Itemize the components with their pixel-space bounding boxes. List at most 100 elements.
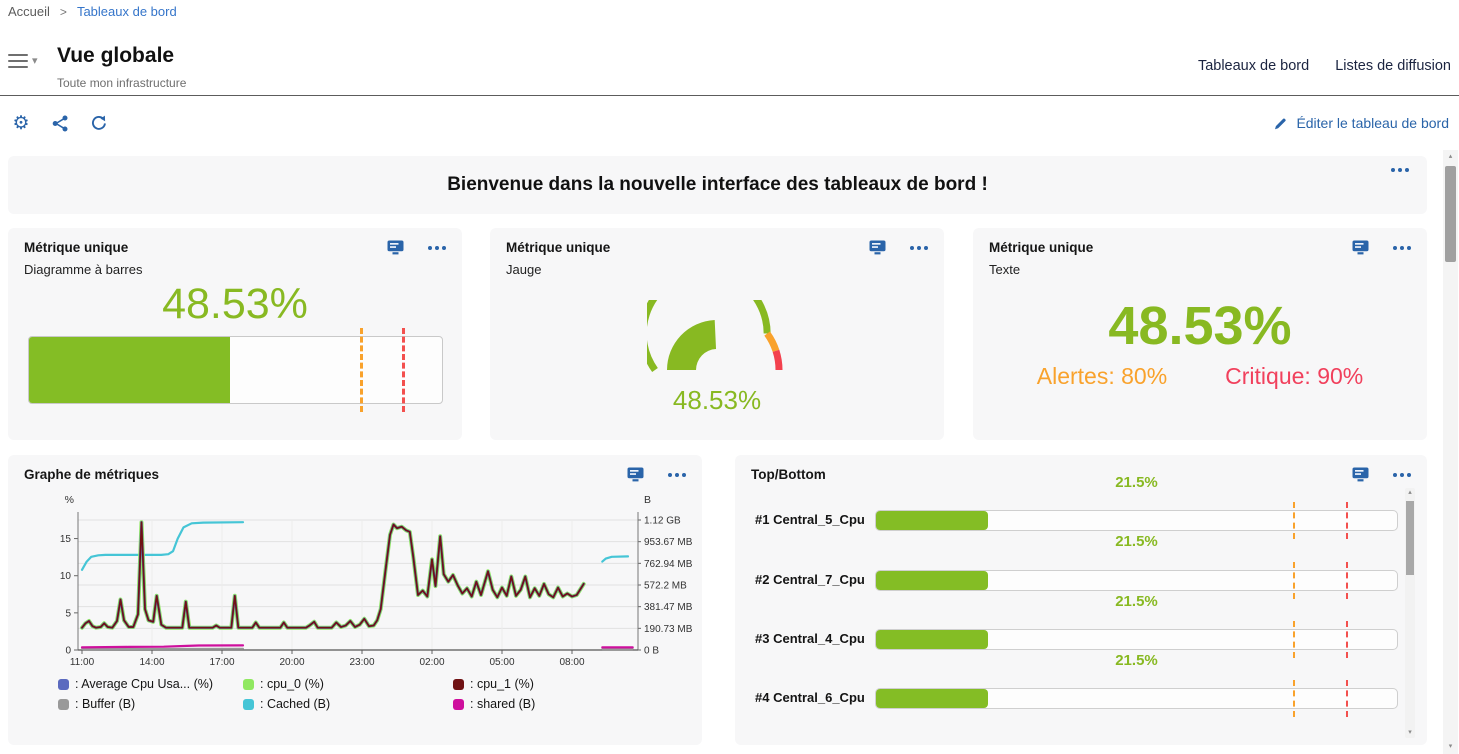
critical-threshold-label: Critique: 90% — [1225, 363, 1364, 389]
panel-more-button[interactable] — [1393, 245, 1411, 250]
breadcrumb-current-link[interactable]: Tableaux de bord — [76, 4, 177, 19]
scroll-up-icon[interactable]: ▴ — [1448, 153, 1453, 160]
gauge-chart — [639, 268, 783, 373]
display-panel-button[interactable] — [869, 240, 886, 255]
top-bottom-value: 21.5% — [1115, 474, 1158, 491]
display-panel-button[interactable] — [1352, 467, 1369, 482]
tab-dashboards[interactable]: Tableaux de bord — [1197, 58, 1310, 74]
scroll-up-icon[interactable]: ▴ — [1408, 489, 1412, 496]
panel-title: Graphe de métriques — [24, 467, 160, 482]
display-panel-button[interactable] — [387, 240, 404, 255]
scrollbar-thumb[interactable] — [1445, 166, 1456, 262]
top-bottom-row-label: #3 Central_4_Cpu — [755, 631, 865, 646]
gear-icon: ⚙ — [12, 112, 30, 134]
settings-button[interactable]: ⚙ — [10, 112, 32, 134]
page-scrollbar[interactable]: ▴ ▾ — [1443, 150, 1458, 754]
legend-item[interactable]: : Buffer (B) — [58, 697, 243, 711]
scroll-down-icon[interactable]: ▾ — [1408, 729, 1412, 736]
bar-fill — [876, 571, 989, 590]
legend-swatch — [58, 698, 69, 710]
top-bottom-bar — [875, 680, 1398, 717]
refresh-icon — [91, 115, 106, 130]
legend-swatch — [243, 678, 254, 690]
critical-threshold-line — [1345, 680, 1348, 717]
bar-fill — [876, 511, 989, 530]
panel-subtitle: Jauge — [506, 262, 542, 277]
svg-text:5: 5 — [65, 608, 71, 619]
legend-item[interactable]: : shared (B) — [453, 697, 535, 711]
panel-title: Métrique unique — [506, 240, 611, 255]
share-icon — [52, 115, 67, 131]
panel-title: Top/Bottom — [751, 467, 826, 482]
header-tabs: Tableaux de bord Listes de diffusion — [1198, 58, 1451, 74]
display-panel-button[interactable] — [627, 467, 644, 482]
svg-text:953.67 MB: 953.67 MB — [644, 537, 693, 548]
metrics-line-chart[interactable]: 0 B 190.73 MB 381.47 MB 572.2 MB 762.94 MB 95… — [8, 485, 702, 675]
svg-text:190.73 MB: 190.73 MB — [644, 624, 693, 635]
warning-threshold-label: Alertes: 80% — [1036, 363, 1168, 389]
top-bottom-bar — [875, 562, 1398, 599]
scrollbar-thumb[interactable] — [1406, 501, 1414, 575]
warning-threshold-line — [1293, 680, 1296, 717]
panel-title: Métrique unique — [24, 240, 129, 255]
panel-scrollbar[interactable]: ▴ ▾ — [1405, 488, 1415, 738]
top-bottom-bar — [875, 502, 1398, 539]
svg-text:10: 10 — [60, 571, 72, 582]
warning-threshold-line — [360, 328, 363, 412]
bar-track — [875, 510, 1398, 531]
svg-text:17:00: 17:00 — [209, 657, 234, 668]
svg-text:%: % — [65, 494, 74, 506]
svg-text:02:00: 02:00 — [419, 657, 444, 668]
chevron-right-icon: > — [59, 4, 67, 19]
metric-value: 48.53% — [672, 385, 762, 415]
breadcrumb: Accueil > Tableaux de bord — [8, 4, 177, 19]
breadcrumb-home-link[interactable]: Accueil — [8, 4, 50, 19]
legend-swatch — [453, 698, 464, 710]
edit-dashboard-button[interactable]: Éditer le tableau de bord — [1273, 115, 1449, 131]
panel-more-button[interactable] — [668, 472, 686, 477]
dashboard-toolbar: ⚙ — [10, 112, 110, 134]
metric-bar — [28, 328, 443, 412]
bar-fill — [876, 630, 989, 649]
top-bottom-value: 21.5% — [1115, 593, 1158, 610]
critical-threshold-line — [1345, 621, 1348, 658]
refresh-button[interactable] — [88, 112, 110, 134]
dashboards-menu-button[interactable]: ▾ — [8, 50, 38, 72]
legend-swatch — [58, 678, 69, 690]
warning-threshold-line — [1293, 621, 1296, 658]
page-title: Vue globale — [57, 44, 175, 67]
warning-threshold-line — [1293, 562, 1296, 599]
banner-more-button[interactable] — [1391, 168, 1409, 172]
panel-more-button[interactable] — [1393, 472, 1411, 477]
metric-value: 48.53% — [1108, 296, 1292, 356]
svg-text:B: B — [644, 494, 651, 506]
metric-bar-fill — [29, 337, 231, 403]
bar-track — [875, 629, 1398, 650]
legend-item[interactable]: : cpu_1 (%) — [453, 677, 535, 691]
top-bottom-row-label: #4 Central_6_Cpu — [755, 690, 865, 705]
svg-text:11:00: 11:00 — [70, 657, 95, 668]
scroll-down-icon[interactable]: ▾ — [1448, 743, 1453, 750]
legend-item[interactable]: : cpu_0 (%) — [243, 677, 453, 691]
panel-single-metric-gauge: Métrique unique Jauge 48.53% — [490, 228, 944, 440]
metric-value: 48.53% — [162, 280, 308, 328]
svg-text:0: 0 — [65, 646, 71, 657]
legend-item[interactable]: : Average Cpu Usa... (%) — [58, 677, 243, 691]
top-bottom-bar — [875, 621, 1398, 658]
top-bottom-row-label: #2 Central_7_Cpu — [755, 572, 865, 587]
legend-swatch — [243, 698, 254, 710]
display-icon — [869, 240, 886, 255]
legend-item[interactable]: : Cached (B) — [243, 697, 453, 711]
share-button[interactable] — [49, 112, 71, 134]
svg-text:1.12 GB: 1.12 GB — [644, 516, 681, 527]
header-divider — [0, 95, 1459, 96]
tab-playlists[interactable]: Listes de diffusion — [1335, 58, 1451, 74]
panel-more-button[interactable] — [910, 245, 928, 250]
svg-text:572.2 MB: 572.2 MB — [644, 581, 687, 592]
display-panel-button[interactable] — [1352, 240, 1369, 255]
panel-subtitle: Texte — [989, 262, 1021, 277]
panel-more-button[interactable] — [428, 245, 446, 250]
top-bottom-value: 21.5% — [1115, 533, 1158, 550]
hamburger-icon — [8, 50, 28, 72]
svg-text:15: 15 — [60, 534, 72, 545]
